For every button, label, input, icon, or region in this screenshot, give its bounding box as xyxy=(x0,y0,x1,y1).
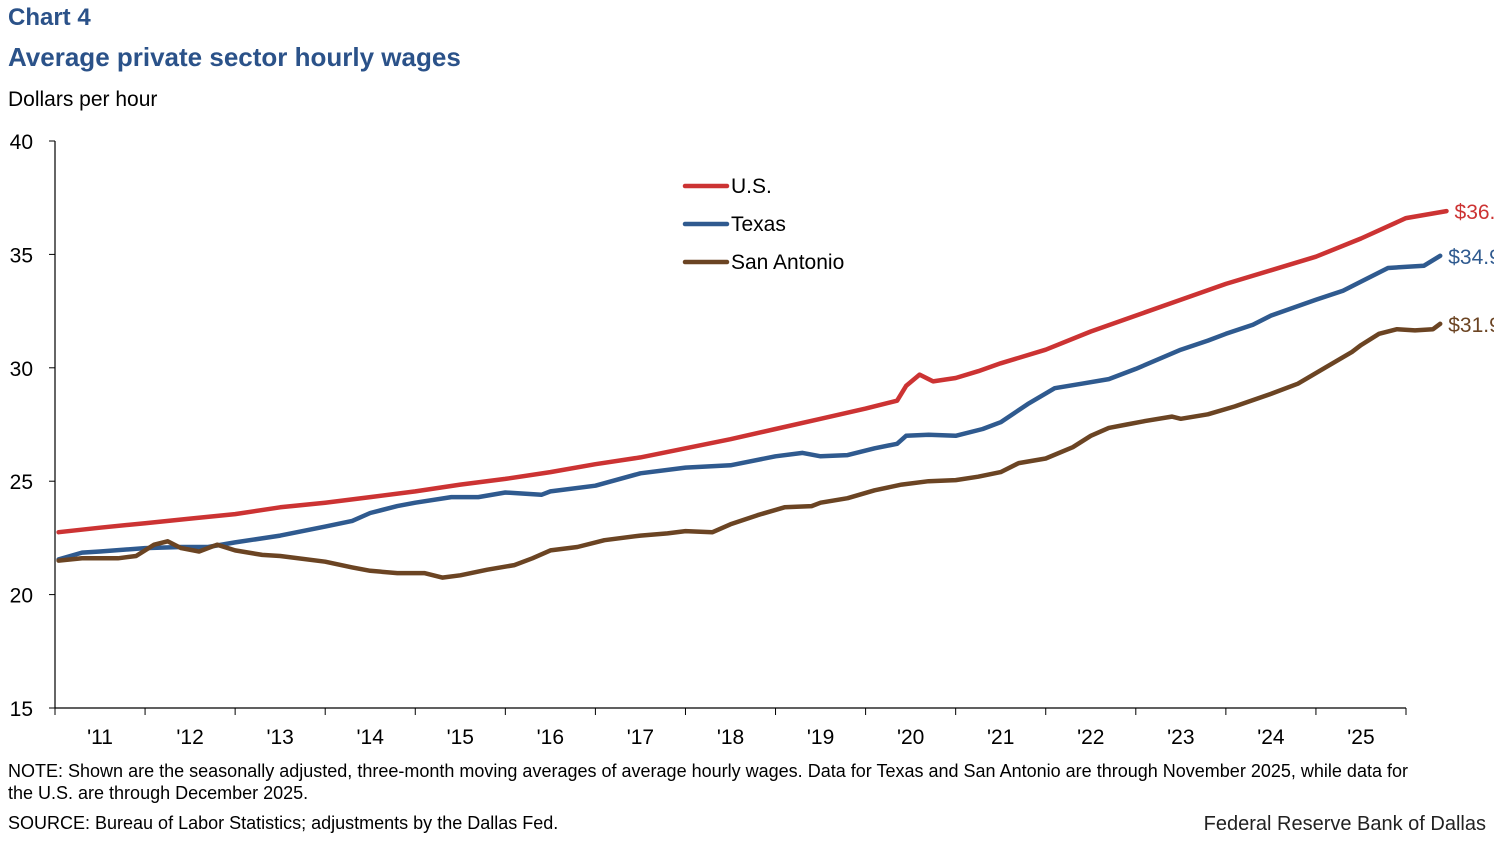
series-line-0 xyxy=(56,208,1449,535)
x-tick-label: '20 xyxy=(897,726,924,749)
x-tick-label: '12 xyxy=(176,726,203,749)
chart-axes: 15 20 25 30 35 40 '11 '12 '13 '14 '15 '16 '17 '18 '19 '… xyxy=(10,131,1407,749)
y-tick-label: 30 xyxy=(10,358,33,381)
chart-series xyxy=(56,208,1449,580)
credit-line: Federal Reserve Bank of Dallas xyxy=(1203,813,1486,835)
chart-title: Average private sector hourly wages xyxy=(8,42,461,72)
series-end-label-1: $34.94 xyxy=(1448,246,1494,269)
x-tick-label: '23 xyxy=(1167,726,1194,749)
y-tick-label: 25 xyxy=(10,471,33,494)
series-line-1 xyxy=(56,253,1443,562)
x-tick-label: '24 xyxy=(1257,726,1285,749)
footnote: NOTE: Shown are the seasonally adjusted,… xyxy=(8,761,1408,803)
y-axis-unit-label: Dollars per hour xyxy=(8,88,158,111)
x-tick-label: '11 xyxy=(87,726,113,749)
y-tick-label: 40 xyxy=(10,131,33,154)
legend-label-0: U.S. xyxy=(731,175,772,198)
x-tick-label: '18 xyxy=(717,726,744,749)
y-tick-label: 35 xyxy=(10,244,33,267)
chart-number: Chart 4 xyxy=(8,4,91,31)
legend-label-1: Texas xyxy=(731,213,786,236)
x-tick-label: '19 xyxy=(807,726,834,749)
y-tick-label: 20 xyxy=(10,585,33,608)
x-tick-label: '21 xyxy=(987,726,1014,749)
x-tick-label: '15 xyxy=(447,726,474,749)
series-end-label-2: $31.94 xyxy=(1448,314,1494,337)
source-note: SOURCE: Bureau of Labor Statistics; adju… xyxy=(8,813,559,833)
series-end-label-0: $36.91 xyxy=(1455,201,1494,224)
series-end-labels: $36.91 $34.94 $31.94 xyxy=(1448,201,1494,337)
x-tick-label: '25 xyxy=(1347,726,1374,749)
series-line-2 xyxy=(56,321,1443,580)
x-tick-label: '14 xyxy=(357,726,385,749)
chart-legend: U.S. Texas San Antonio xyxy=(682,175,844,274)
x-tick-label: '22 xyxy=(1077,726,1104,749)
legend-label-2: San Antonio xyxy=(731,251,844,274)
x-tick-label: '17 xyxy=(627,726,654,749)
y-tick-label: 15 xyxy=(10,698,33,721)
x-tick-label: '13 xyxy=(266,726,293,749)
x-tick-label: '16 xyxy=(537,726,564,749)
